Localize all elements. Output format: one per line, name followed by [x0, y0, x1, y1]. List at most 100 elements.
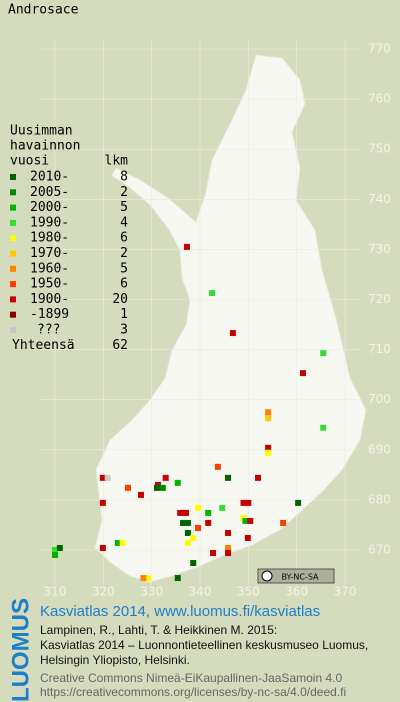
occurrence-square	[245, 499, 252, 506]
occurrence-square	[145, 575, 152, 582]
x-tick-label: 330	[140, 585, 163, 599]
occurrence-square	[184, 539, 191, 546]
y-tick-label: 680	[368, 492, 391, 506]
occurrence-square	[240, 514, 247, 521]
badge-text: BY-NC-SA	[281, 573, 319, 582]
occurrence-square	[99, 544, 106, 551]
legend-label: 2010-	[30, 170, 69, 185]
occurrence-square	[99, 499, 106, 506]
y-tick-label: 670	[368, 543, 391, 557]
legend-count: 5	[120, 200, 128, 215]
occurrence-square	[225, 474, 232, 481]
x-tick-label: 370	[334, 585, 357, 599]
cc-icon	[261, 570, 273, 582]
legend-count: 3	[120, 323, 128, 338]
occurrence-square	[56, 544, 63, 551]
legend-label: 2005-	[30, 185, 69, 200]
occurrence-square	[240, 499, 247, 506]
occurrence-square	[265, 409, 272, 416]
occurrence-square	[219, 504, 226, 511]
occurrence-square	[138, 491, 145, 498]
occurrence-square	[140, 575, 147, 582]
occurrence-square	[190, 560, 197, 567]
occurrence-square	[225, 529, 232, 536]
y-tick-label: 690	[368, 442, 391, 456]
headline: Kasviatlas 2014, www.luomus.fi/kasviatla…	[40, 603, 320, 620]
legend-swatch	[10, 219, 16, 226]
occurrence-square	[265, 449, 272, 456]
legend-swatch	[10, 250, 16, 257]
legend-heading: Uusimman	[10, 124, 73, 139]
occurrence-square	[124, 484, 131, 491]
legend-count: 20	[112, 292, 128, 307]
legend-label: 1950-	[30, 277, 69, 292]
x-tick-label: 320	[92, 585, 115, 599]
legend-label: 1970-	[30, 246, 69, 261]
species-title: Androsace	[8, 3, 79, 18]
occurrence-square	[183, 243, 190, 250]
y-tick-label: 710	[368, 342, 391, 356]
citation: Kasviatlas 2014 – Luonnontieteellinen ke…	[40, 638, 368, 652]
occurrence-square	[190, 534, 197, 541]
finland-outline	[94, 54, 367, 583]
occurrence-square	[195, 504, 202, 511]
occurrence-square	[225, 550, 232, 557]
legend-count: 5	[120, 261, 128, 276]
y-tick-label: 740	[368, 192, 391, 206]
legend-total-count: 62	[112, 338, 128, 353]
legend-label: ???	[37, 323, 60, 338]
legend-swatch	[10, 327, 16, 333]
x-tick-label: 310	[44, 585, 67, 599]
badge-box	[257, 568, 335, 584]
occurrence-square	[177, 509, 184, 516]
occurrence-square	[114, 539, 121, 546]
legend-swatch	[10, 281, 16, 288]
occurrence-square	[182, 509, 189, 516]
brand: LUOMUS	[7, 598, 34, 702]
occurrence-square	[119, 539, 126, 546]
occurrence-square	[229, 330, 236, 337]
legend-count: 1	[120, 307, 128, 322]
occurrence-square	[184, 519, 191, 526]
legend-swatch	[10, 189, 16, 196]
occurrence-square	[225, 544, 232, 551]
cc-badge: BY-NC-SA	[257, 568, 335, 584]
legend-swatch	[10, 311, 16, 318]
occurrence-square	[295, 499, 302, 506]
legend-label: 2000-	[30, 200, 69, 215]
occurrence-square	[244, 534, 251, 541]
y-tick-label: 700	[368, 392, 391, 406]
legend-swatch	[10, 174, 16, 180]
occurrence-square	[320, 350, 327, 357]
legend-label: 1900-	[30, 292, 69, 307]
legend-count: 6	[120, 277, 128, 292]
legend-swatch	[10, 235, 16, 242]
legend-label: 1990-	[30, 215, 69, 230]
legend-label: -1899	[30, 307, 69, 322]
legend-count: 2	[120, 185, 128, 200]
occurrence-square	[52, 552, 58, 559]
occurrence-square	[52, 547, 58, 553]
y-tick-label: 770	[368, 42, 391, 56]
occurrence-square	[162, 474, 169, 481]
occurrence-square	[154, 481, 161, 488]
x-tick-label: 350	[237, 585, 260, 599]
legend-count: 8	[120, 170, 128, 185]
y-tick-label: 750	[368, 142, 391, 156]
occurrence-square	[184, 529, 191, 536]
citation: Lampinen, R., Lahti, T. & Heikkinen M. 2…	[40, 623, 277, 637]
legend-column: vuosi	[10, 154, 49, 169]
occurrence-square	[265, 415, 272, 422]
license: https://creativecommons.org/licenses/by-…	[40, 685, 346, 699]
occurrence-square	[265, 444, 272, 451]
occurrence-square	[214, 463, 221, 470]
occurrence-square	[153, 484, 160, 491]
legend-label: 1960-	[30, 261, 69, 276]
legend-count: 2	[120, 246, 128, 261]
occurrence-square	[242, 517, 249, 524]
occurrence-square	[159, 484, 166, 491]
occurrence-square	[104, 474, 111, 481]
occurrence-square	[205, 509, 212, 516]
occurrence-square	[280, 519, 287, 526]
